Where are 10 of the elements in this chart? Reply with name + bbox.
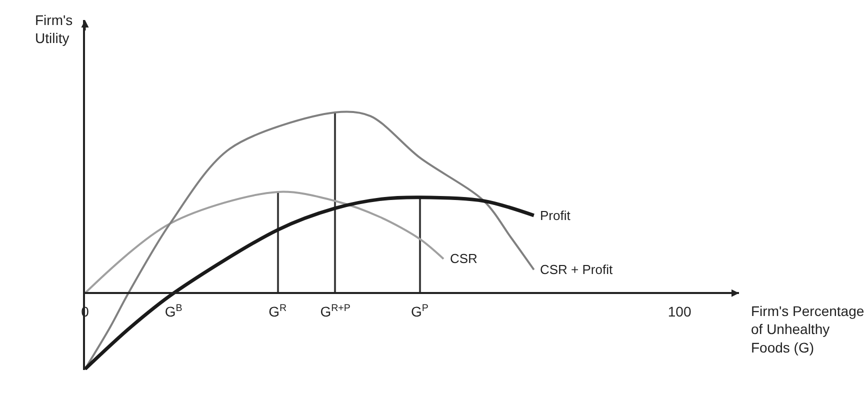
x-tick-label: G$^{R+P}$: [320, 302, 351, 320]
series-label: CSR: [450, 251, 478, 266]
series-label: CSR + Profit: [540, 262, 613, 277]
x-tick-label: 100: [668, 304, 692, 320]
x-axis-title: Firm's Percentage of Unhealthy Foods (G): [751, 303, 864, 356]
x-tick-label: G$^{B}$: [164, 302, 183, 320]
series-label: Profit: [540, 208, 571, 223]
x-tick-label: G$^{P}$: [411, 302, 429, 320]
x-tick-label: G$^{R}$: [268, 302, 287, 320]
y-axis-title: Firm's Utility: [35, 12, 73, 46]
